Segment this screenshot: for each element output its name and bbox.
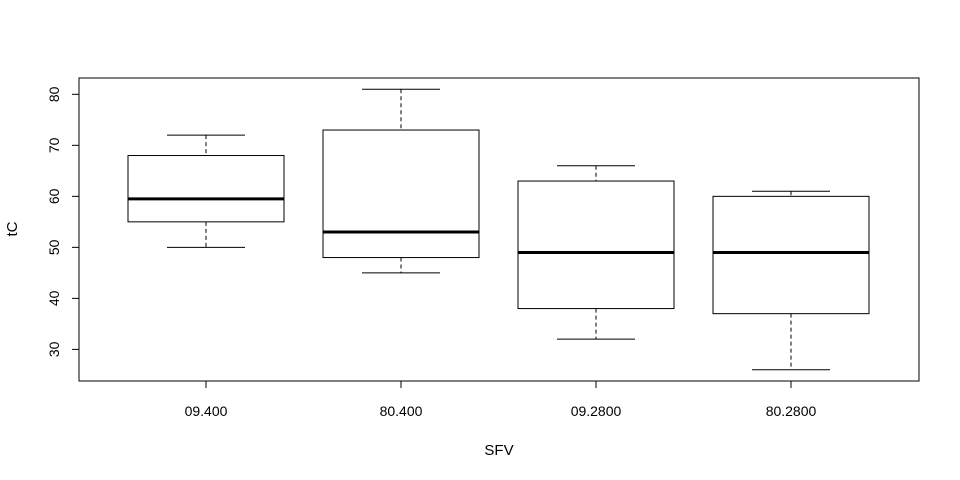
x-tick-label: 80.2800 bbox=[766, 403, 817, 419]
boxes-layer bbox=[127, 88, 870, 371]
iqr-box bbox=[322, 129, 480, 259]
y-tick-label: 40 bbox=[46, 290, 62, 306]
y-tick-label: 30 bbox=[46, 341, 62, 357]
x-tick-label: 09.2800 bbox=[571, 403, 622, 419]
box-group-1 bbox=[322, 88, 480, 274]
iqr-box bbox=[712, 195, 870, 315]
y-axis-label: tC bbox=[4, 221, 21, 236]
y-tick-label: 80 bbox=[46, 86, 62, 102]
iqr-box bbox=[127, 155, 285, 223]
box-group-2 bbox=[517, 165, 675, 340]
y-axis: 30 40 50 60 70 80 bbox=[46, 86, 80, 357]
x-tick-label: 80.400 bbox=[380, 403, 423, 419]
iqr-box bbox=[517, 180, 675, 310]
box-group-3 bbox=[712, 190, 870, 371]
box-group-0 bbox=[127, 134, 285, 248]
x-axis-label: SFV bbox=[484, 442, 513, 459]
y-tick-label: 50 bbox=[46, 239, 62, 255]
y-tick-label: 60 bbox=[46, 188, 62, 204]
x-tick-label: 09.400 bbox=[185, 403, 228, 419]
y-tick-label: 70 bbox=[46, 137, 62, 153]
x-axis: 09.400 80.400 09.2800 80.2800 bbox=[185, 380, 817, 419]
